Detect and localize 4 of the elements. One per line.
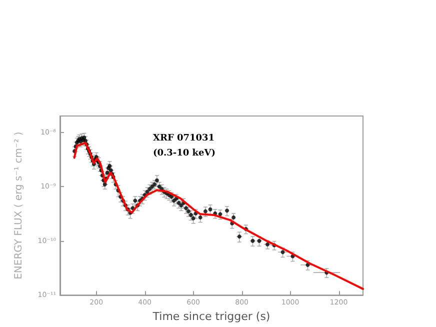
x-axis-title: Time since trigger (s) [152, 310, 270, 323]
annotation: XRF 071031 [153, 134, 215, 144]
annotation: (0.3-10 keV) [153, 148, 216, 158]
y-axis-title: ENERGY FLUX ( erg s⁻¹ cm⁻² ) [14, 132, 24, 280]
